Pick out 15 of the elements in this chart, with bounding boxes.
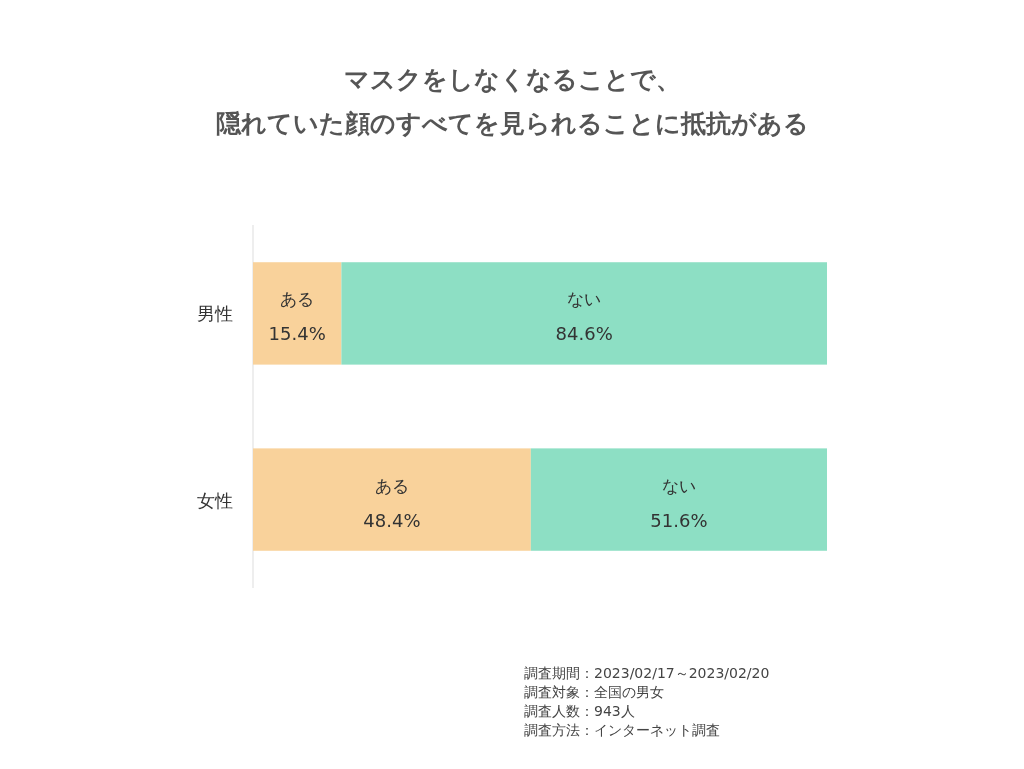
data-label: 48.4% bbox=[363, 509, 421, 531]
chart-title: マスクをしなくなることで、隠れていた顔のすべてを見られることに抵抗がある bbox=[215, 65, 809, 138]
data-label: 84.6% bbox=[555, 323, 613, 345]
text: 調査対象：全国の男女 bbox=[524, 684, 664, 700]
y-tick-label: 女性 bbox=[197, 489, 233, 511]
series-label: ない bbox=[567, 289, 602, 310]
text: ある bbox=[374, 475, 409, 496]
data-label: 15.4% bbox=[268, 323, 326, 345]
series-label: ある bbox=[280, 289, 315, 310]
text: 調査方法：インターネット調査 bbox=[524, 722, 720, 738]
y-tick-label: 男性 bbox=[197, 303, 233, 325]
text: 調査期間：2023/02/17～2023/02/20 bbox=[524, 665, 770, 681]
text: ない bbox=[661, 475, 696, 496]
text: 調査人数：943人 bbox=[524, 703, 635, 719]
data-label: 51.6% bbox=[650, 509, 708, 531]
